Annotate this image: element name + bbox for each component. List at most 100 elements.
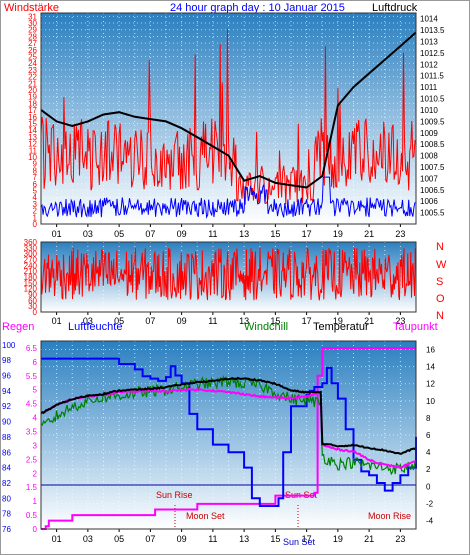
x-tick-label: 17	[302, 316, 312, 326]
x-tick-label: 15	[270, 534, 280, 544]
compass-labels: N W S O N	[436, 241, 447, 322]
wind-speed-tick-label: 4	[33, 193, 38, 202]
wind-direction-tick-label: 270	[24, 256, 38, 265]
compass-n-bottom: N	[436, 310, 444, 322]
wind-speed-tick-label: 11	[29, 146, 38, 155]
wind-speed-tick-label: 13	[28, 133, 37, 142]
wind-direction-tick-label: 120	[24, 285, 38, 294]
wind-direction-tick-label: 360	[24, 238, 38, 247]
pressure-tick-label: 1009	[420, 129, 438, 138]
wind-direction-tick-label: 210	[24, 267, 38, 276]
sun-set-axis-label: Sun Set	[283, 537, 316, 547]
pressure-tick-label: 1013.5	[420, 26, 445, 35]
x-tick-label: 17	[302, 534, 312, 544]
compass-n-top: N	[436, 241, 444, 253]
temperature-tick-label: 10	[426, 397, 435, 406]
pressure-tick-label: 1013	[420, 38, 438, 47]
pressure-tick-label: 1008	[420, 152, 438, 161]
rain-tick-label: 5	[33, 386, 38, 395]
humidity-temperature-frame	[40, 340, 417, 530]
wind-speed-tick-label: 25	[28, 53, 37, 62]
wind-gust-series	[40, 176, 416, 219]
wind-speed-tick-label: 1	[33, 213, 38, 222]
x-tick-label: 09	[177, 229, 187, 239]
compass-s: S	[436, 276, 443, 288]
x-tick-label: 01	[52, 534, 62, 544]
pressure-title: Luftdruck	[372, 2, 418, 14]
wind-speed-tick-label: 17	[28, 106, 37, 115]
moon-set-label: Moon Set	[186, 511, 225, 521]
wind-direction-tick-label: 240	[24, 261, 38, 270]
x-tick-label: 01	[52, 229, 62, 239]
humidity-tick-label: 78	[2, 510, 11, 519]
wind-speed-tick-label: 27	[28, 39, 37, 48]
x-tick-label: 21	[364, 534, 374, 544]
wind-speed-tick-label: 26	[28, 46, 37, 55]
pressure-line	[40, 31, 417, 189]
wind-direction-tick-label: 0	[33, 308, 38, 317]
wind-speed-tick-label: 24	[28, 59, 37, 68]
x-tick-label: 15	[270, 229, 280, 239]
wind-speed-tick-label: 31	[28, 12, 37, 21]
wind-direction-tick-label: 30	[28, 302, 37, 311]
temperature-tick-label: 2	[426, 465, 431, 474]
x-tick-label: 23	[395, 229, 405, 239]
pressure-tick-label: 1010	[420, 106, 438, 115]
rain-tick-label: 1	[33, 497, 38, 506]
x-tick-label: 09	[177, 534, 187, 544]
humidity-tick-label: 84	[2, 464, 11, 473]
x-tick-label: 21	[364, 316, 374, 326]
x-tick-label: 13	[239, 316, 249, 326]
wind-speed-tick-label: 29	[28, 26, 37, 35]
x-tick-label: 07	[145, 534, 155, 544]
wind-speed-tick-label: 7	[33, 173, 38, 182]
x-tick-label: 13	[239, 229, 249, 239]
pressure-tick-label: 1011.5	[420, 72, 444, 81]
temperature-tick-label: 6	[426, 431, 431, 440]
x-tick-label: 05	[114, 229, 124, 239]
pressure-tick-label: 1007.5	[420, 163, 445, 172]
wind-speed-tick-label: 10	[28, 153, 37, 162]
wind-speed-tick-label: 6	[33, 180, 38, 189]
wind-direction-grid: 01 03 05 07 09 11 13 15 17 19 21 23	[52, 242, 405, 326]
pressure-tick-label: 1012.5	[420, 49, 445, 58]
temperature-tick-label: -4	[426, 516, 434, 525]
wind-speed-tick-label: 2	[33, 207, 38, 216]
x-tick-label: 11	[208, 316, 217, 326]
rain-axis: 0 0.5 1 1.5 2 2.5 3 3.5 4 4.5 5 5.5 6 6.5	[26, 344, 38, 534]
x-tick-label: 19	[333, 229, 343, 239]
x-tick-label: 11	[208, 534, 217, 544]
wind-direction-tick-label: 90	[28, 291, 37, 300]
x-tick-label: 13	[239, 534, 249, 544]
wind-speed-title: Windstärke	[4, 2, 59, 14]
humidity-tick-label: 86	[2, 448, 11, 457]
x-tick-label: 07	[145, 316, 155, 326]
x-tick-label: 11	[208, 229, 217, 239]
wind-speed-tick-label: 23	[28, 66, 37, 75]
wind-speed-tick-label: 8	[33, 166, 38, 175]
x-tick-label: 03	[83, 534, 93, 544]
temperature-title: Temperatur	[313, 321, 369, 333]
wind-direction-series	[40, 247, 416, 301]
x-tick-label: 03	[83, 229, 93, 239]
pressure-tick-label: 1014	[420, 15, 438, 24]
wind-direction-frame	[40, 241, 417, 313]
x-tick-label: 19	[333, 316, 343, 326]
rain-tick-label: 2	[33, 469, 38, 478]
humidity-title: Luftfeuchte	[68, 321, 122, 333]
wind-speed-tick-label: 12	[28, 140, 37, 149]
wind-speed-tick-label: 28	[28, 32, 37, 41]
compass-o: O	[436, 293, 445, 305]
x-tick-label: 05	[114, 534, 124, 544]
rain-tick-label: 4	[33, 414, 38, 423]
pressure-tick-label: 1006.5	[420, 186, 445, 195]
graph-title: 24 hour graph day : 10 Januar 2015	[170, 2, 345, 14]
temperature-tick-label: 14	[426, 363, 435, 372]
pressure-tick-label: 1009.5	[420, 117, 445, 126]
pressure-tick-label: 1010.5	[420, 95, 445, 104]
humidity-tick-label: 96	[2, 372, 11, 381]
rain-tick-label: 3.5	[26, 428, 38, 437]
wind-speed-tick-label: 30	[28, 19, 37, 28]
